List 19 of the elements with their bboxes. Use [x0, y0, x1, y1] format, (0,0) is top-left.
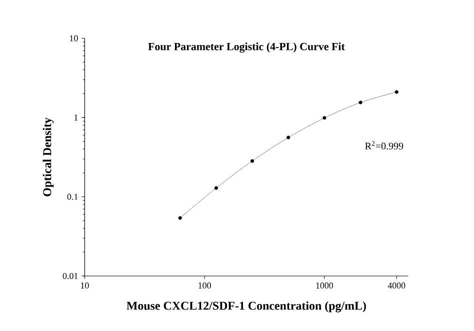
y-tick-label: 10	[70, 35, 78, 42]
y-tick-label: 1	[74, 114, 78, 120]
point	[214, 186, 218, 190]
x-axis-title: Mouse CXCL12/SDF-1 Concentration (pg/mL)	[126, 301, 366, 312]
point	[178, 216, 182, 220]
point	[358, 100, 362, 104]
y-tick-label: 0.01	[62, 272, 78, 280]
x-tick-label: 4000	[388, 282, 406, 289]
chart-title: Four Parameter Logistic (4-PL) Curve Fit	[148, 42, 345, 53]
y-axis-title: Optical Density	[42, 118, 54, 196]
point	[250, 159, 254, 163]
x-tick-label: 10	[81, 282, 89, 289]
x-tick-label: 100	[198, 282, 211, 289]
y-tick-label: 0.1	[67, 194, 78, 200]
point	[322, 116, 326, 120]
point	[286, 136, 290, 140]
point	[394, 90, 398, 94]
annotation: R$^{2}$=0.999	[365, 141, 404, 150]
x-tick-label: 1000	[316, 282, 334, 289]
